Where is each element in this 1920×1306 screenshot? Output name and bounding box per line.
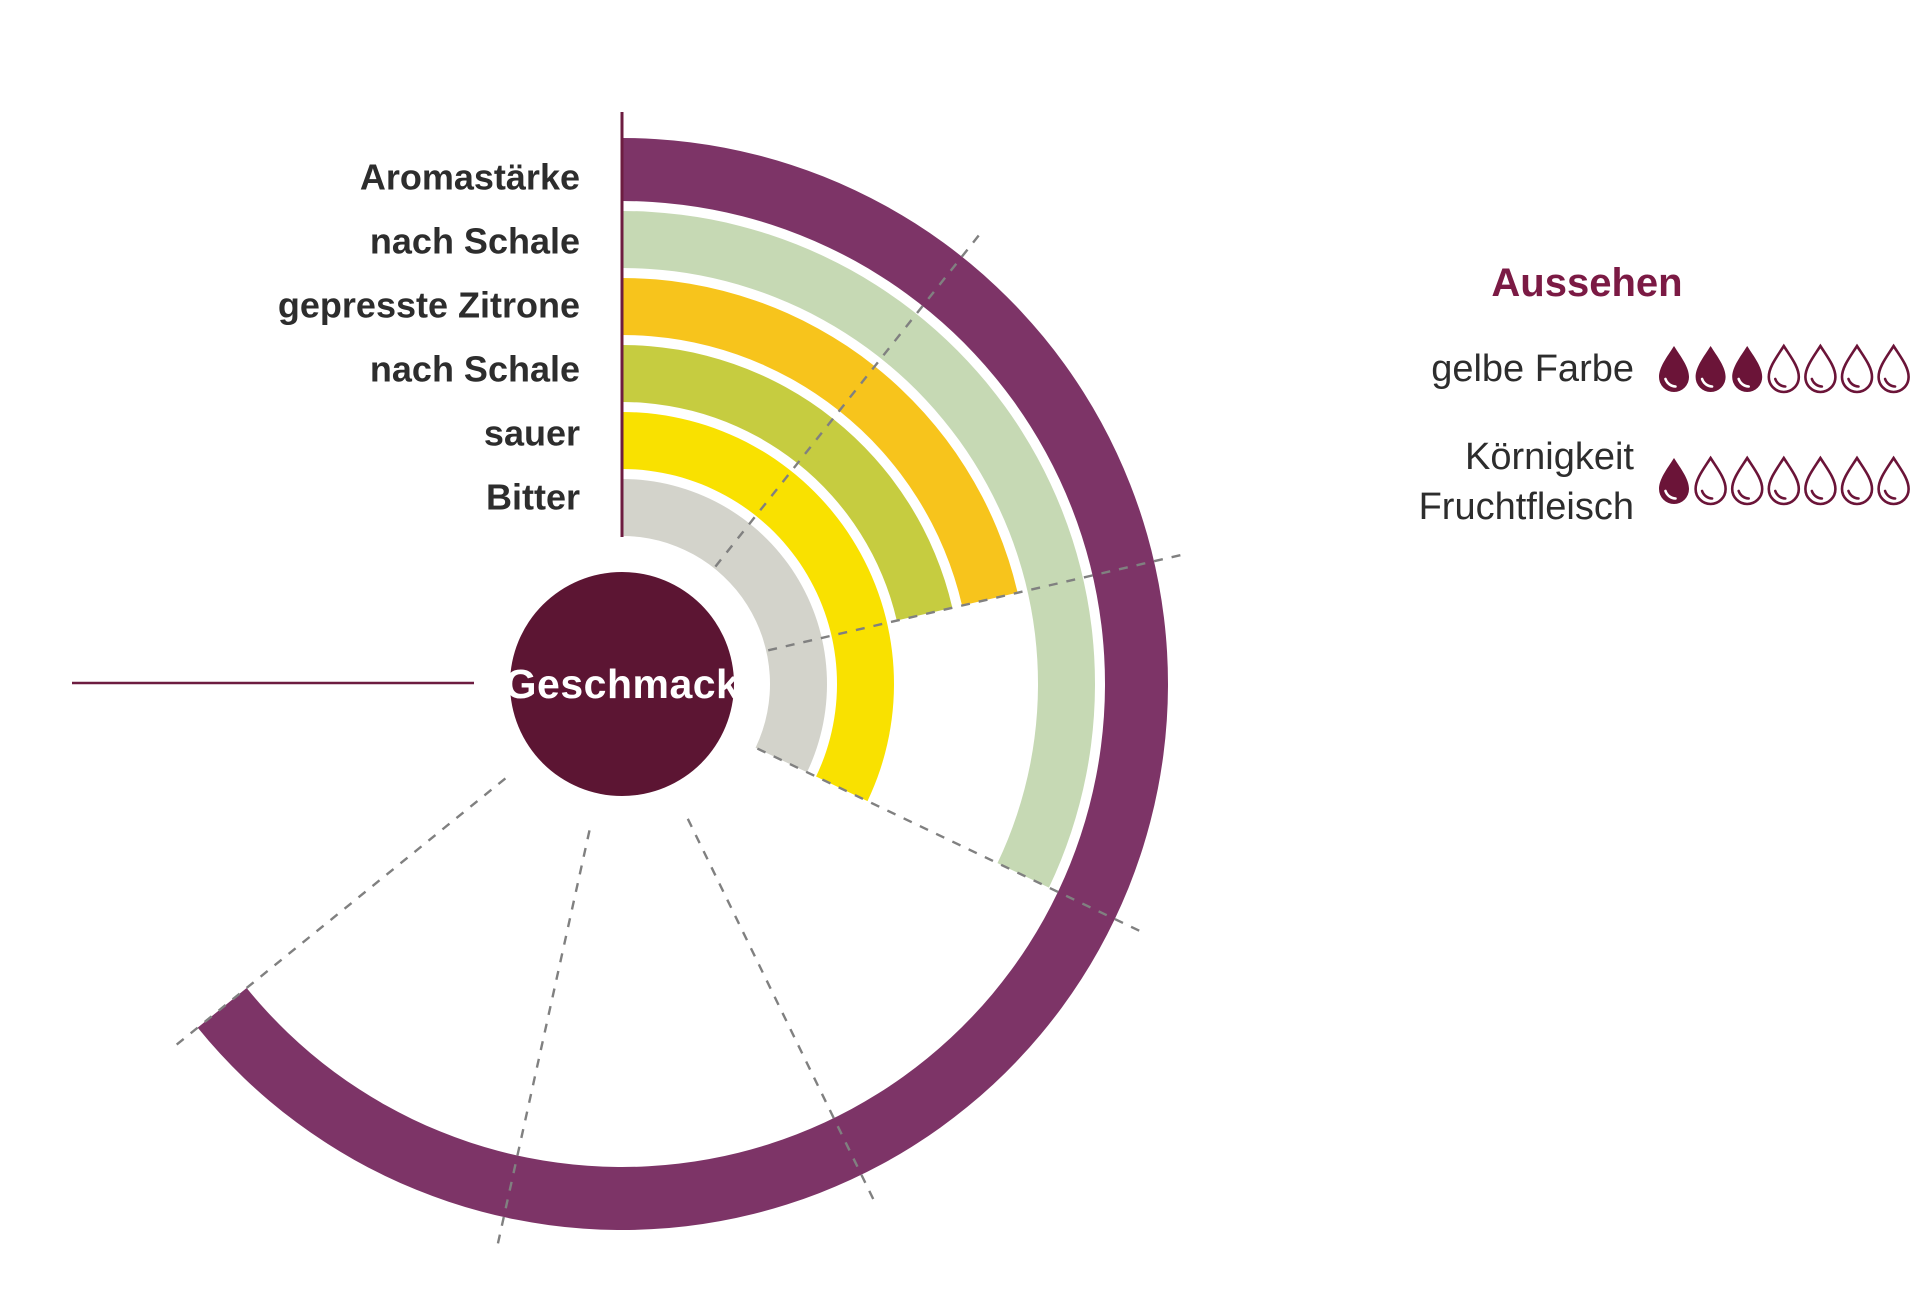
ring-label-aromastaerke: Aromastärke [360, 157, 580, 198]
center-label: Geschmack [505, 661, 740, 707]
droplet-empty-icon [1767, 343, 1801, 394]
row-label-gelbe-farbe: gelbe Farbe [1431, 348, 1634, 390]
droplet-empty-icon [1804, 455, 1837, 506]
droplet-empty-icon [1877, 343, 1910, 394]
panel-title: Aussehen [1491, 261, 1682, 305]
droplet-filled-icon [1659, 346, 1689, 392]
scale-gridline [174, 777, 507, 1047]
droplet-filled-icon [1659, 458, 1689, 504]
ring-arc-2 [622, 278, 1018, 606]
ring-label-sauer: sauer [484, 413, 580, 454]
droplet-empty-icon [1840, 455, 1874, 506]
ring-arc-4 [622, 412, 894, 802]
ring-labels: Aromastärke nach Schale gepresste Zitron… [278, 157, 580, 518]
droplet-filled-icon [1695, 346, 1726, 392]
ring-arcs [197, 138, 1169, 1230]
droplet-empty-icon [1767, 455, 1801, 506]
droplet-empty-icon [1840, 343, 1874, 394]
ring-label-gepresste-zitrone: gepresste Zitrone [278, 285, 580, 326]
droplet-filled-icon [1732, 346, 1763, 392]
droplet-empty-icon [1877, 455, 1910, 506]
ring-label-nach-schale-2: nach Schale [370, 349, 580, 390]
droplet-empty-icon [1694, 455, 1727, 506]
ring-label-bitter: Bitter [486, 477, 580, 518]
ring-arc-3 [622, 345, 953, 621]
center-circle [510, 572, 734, 796]
rating-droplets-koernigkeit-fruchtfleisch [1659, 455, 1910, 506]
ring-label-nach-schale-1: nach Schale [370, 221, 580, 262]
rating-droplets-gelbe-farbe [1659, 343, 1910, 394]
droplet-empty-icon [1804, 343, 1837, 394]
geschmack-wheel: Geschmack Aromastärke nach Schale gepres… [72, 112, 1183, 1246]
ring-arc-0 [197, 138, 1169, 1230]
ring-arc-5 [622, 479, 827, 773]
row-label-koernigkeit-line2: Fruchtfleisch [1419, 486, 1634, 528]
row-label-koernigkeit-line1: Körnigkeit [1465, 436, 1634, 478]
droplet-empty-icon [1730, 455, 1764, 506]
aussehen-panel: Aussehen gelbe Farbe Körnigkeit Fruchtfl… [1419, 261, 1910, 528]
ring-arc-1 [622, 211, 1095, 888]
